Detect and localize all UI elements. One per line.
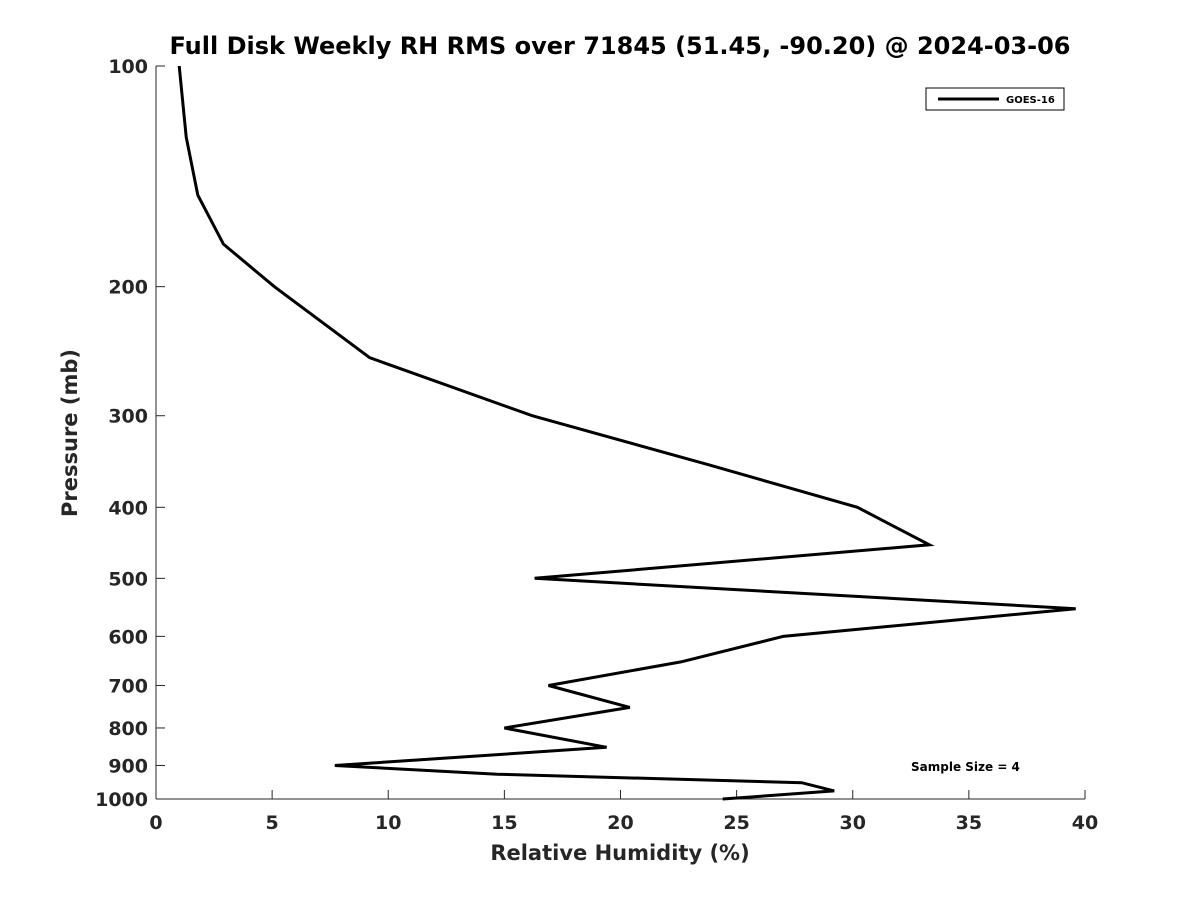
x-tick-label: 40 (1072, 812, 1098, 834)
sample-size-annotation: Sample Size = 4 (911, 760, 1020, 774)
legend: GOES-16 (925, 87, 1065, 111)
x-tick-label: 30 (840, 812, 866, 834)
x-tick-label: 15 (491, 812, 517, 834)
plot-area: 0 5 10 15 20 25 30 35 40 100 200 300 400 500 600 700 800… (95, 56, 1098, 834)
y-tick-label: 800 (108, 718, 148, 740)
y-tick-label: 900 (108, 755, 148, 777)
y-tick-label: 100 (108, 56, 148, 78)
x-axis-label: Relative Humidity (%) (490, 841, 749, 865)
y-tick-label: 300 (108, 406, 148, 428)
x-tick-label: 20 (607, 812, 633, 834)
chart-title: Full Disk Weekly RH RMS over 71845 (51.4… (169, 32, 1070, 60)
series-line-goes-16 (177, 65, 1076, 801)
x-tick-label: 0 (149, 812, 162, 834)
x-tick-label: 35 (956, 812, 982, 834)
legend-label: GOES-16 (1006, 95, 1055, 106)
x-tick-label: 10 (375, 812, 401, 834)
y-axis-label: Pressure (mb) (58, 349, 82, 517)
y-tick-label: 500 (108, 568, 148, 590)
y-tick-label: 700 (108, 675, 148, 697)
x-tick-label: 25 (723, 812, 749, 834)
y-tick-label: 200 (108, 277, 148, 299)
x-tick-label: 5 (266, 812, 279, 834)
y-tick-label: 600 (108, 626, 148, 648)
y-tick-label: 1000 (95, 789, 148, 811)
y-tick-label: 400 (108, 497, 148, 519)
